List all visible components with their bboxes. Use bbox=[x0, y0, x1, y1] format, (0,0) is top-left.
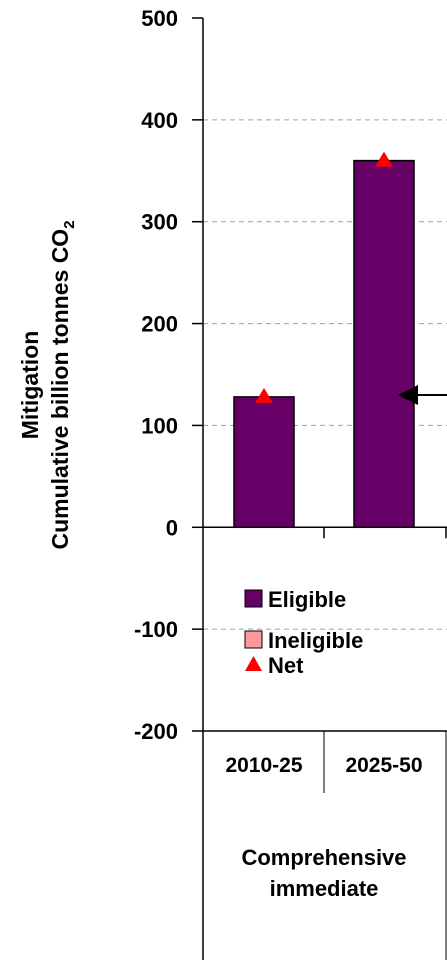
y-tick-labels: 500 400 300 200 100 0 -100 -200 bbox=[134, 6, 178, 744]
net-marker bbox=[255, 387, 273, 403]
category-label: 2010-25 bbox=[225, 754, 302, 777]
y-axis-title-line1: Mitigation bbox=[17, 331, 43, 440]
legend: Eligible Ineligible Net bbox=[244, 587, 363, 678]
bar-eligible bbox=[353, 159, 415, 529]
y-tick-label: 300 bbox=[141, 210, 178, 235]
legend-label-ineligible: Ineligible bbox=[268, 628, 363, 653]
group-label-line1: Comprehensive bbox=[241, 845, 406, 870]
y-axis-title-line2: Cumulative billion tonnes CO2 bbox=[47, 220, 78, 549]
legend-label-net: Net bbox=[268, 653, 304, 678]
y-tick-label: 500 bbox=[141, 6, 178, 31]
bars bbox=[233, 159, 415, 529]
y-axis-title-subscript: 2 bbox=[61, 220, 78, 228]
y-tick-label: 0 bbox=[166, 515, 178, 540]
y-axis-title: Mitigation Cumulative billion tonnes CO2 bbox=[17, 220, 78, 549]
category-label: 2025-50 bbox=[345, 754, 422, 777]
y-tick-label: 100 bbox=[141, 413, 178, 438]
net-markers bbox=[255, 151, 393, 403]
legend-swatch-eligible bbox=[244, 589, 263, 608]
legend-marker-net bbox=[245, 656, 262, 671]
legend-label-eligible: Eligible bbox=[268, 587, 346, 612]
group-label-line2: immediate bbox=[270, 876, 379, 901]
net-marker bbox=[375, 151, 393, 167]
y-tick-label: 400 bbox=[141, 108, 178, 133]
y-tick-label: -100 bbox=[134, 617, 178, 642]
legend-swatch-ineligible bbox=[244, 630, 263, 649]
category-labels: 2010-25 2025-50 bbox=[225, 754, 422, 777]
y-tick-label: -200 bbox=[134, 719, 178, 744]
y-tick-label: 200 bbox=[141, 312, 178, 337]
arrow-pointer-icon bbox=[398, 385, 418, 405]
bar-eligible bbox=[233, 396, 295, 529]
